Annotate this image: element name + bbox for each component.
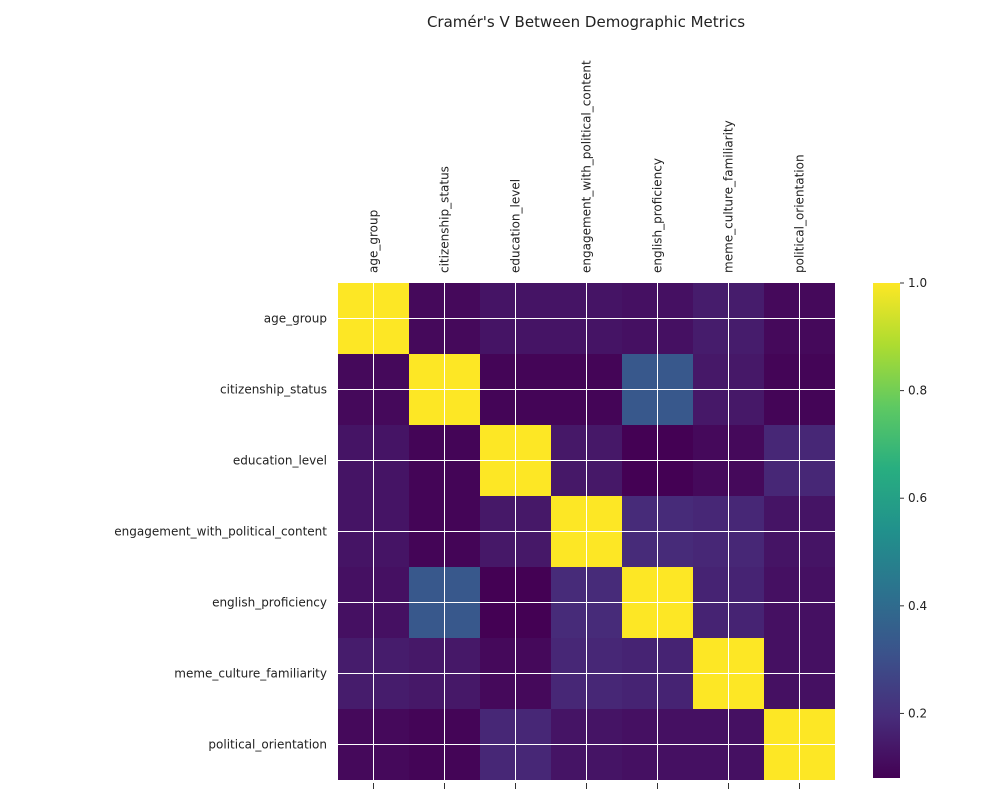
x-tick-label: education_level bbox=[509, 179, 523, 273]
colorbar-tick-label: 0.2 bbox=[908, 706, 927, 720]
colorbar-gradient bbox=[873, 283, 900, 778]
gridlines bbox=[338, 283, 835, 789]
y-tick-label: meme_culture_familiarity bbox=[174, 667, 327, 681]
colorbar: 0.2 0.4 0.6 0.8 1.0 bbox=[873, 276, 927, 778]
y-tick-label: english_proficiency bbox=[212, 596, 327, 610]
x-tick-labels: age_group citizenship_status education_lev… bbox=[367, 60, 807, 273]
y-tick-label: education_level bbox=[233, 454, 327, 468]
chart-title: Cramér's V Between Demographic Metrics bbox=[427, 13, 745, 31]
colorbar-tick-label: 0.8 bbox=[908, 384, 927, 398]
colorbar-tick-label: 0.4 bbox=[908, 599, 927, 613]
colorbar-tick-label: 1.0 bbox=[908, 276, 927, 290]
x-tick-label: meme_culture_familiarity bbox=[722, 120, 736, 273]
x-tick-label: age_group bbox=[367, 210, 381, 273]
y-tick-label: engagement_with_political_content bbox=[114, 525, 327, 539]
y-tick-labels: age_group citizenship_status education_lev… bbox=[114, 312, 327, 752]
colorbar-tick-label: 0.6 bbox=[908, 491, 927, 505]
y-tick-label: age_group bbox=[264, 312, 327, 326]
x-tick-label: political_orientation bbox=[793, 154, 807, 273]
y-tick-label: political_orientation bbox=[208, 738, 327, 752]
x-tick-label: english_proficiency bbox=[651, 158, 665, 273]
x-tick-label: engagement_with_political_content bbox=[580, 60, 594, 273]
x-tick-label: citizenship_status bbox=[438, 166, 452, 273]
y-tick-label: citizenship_status bbox=[220, 383, 327, 397]
